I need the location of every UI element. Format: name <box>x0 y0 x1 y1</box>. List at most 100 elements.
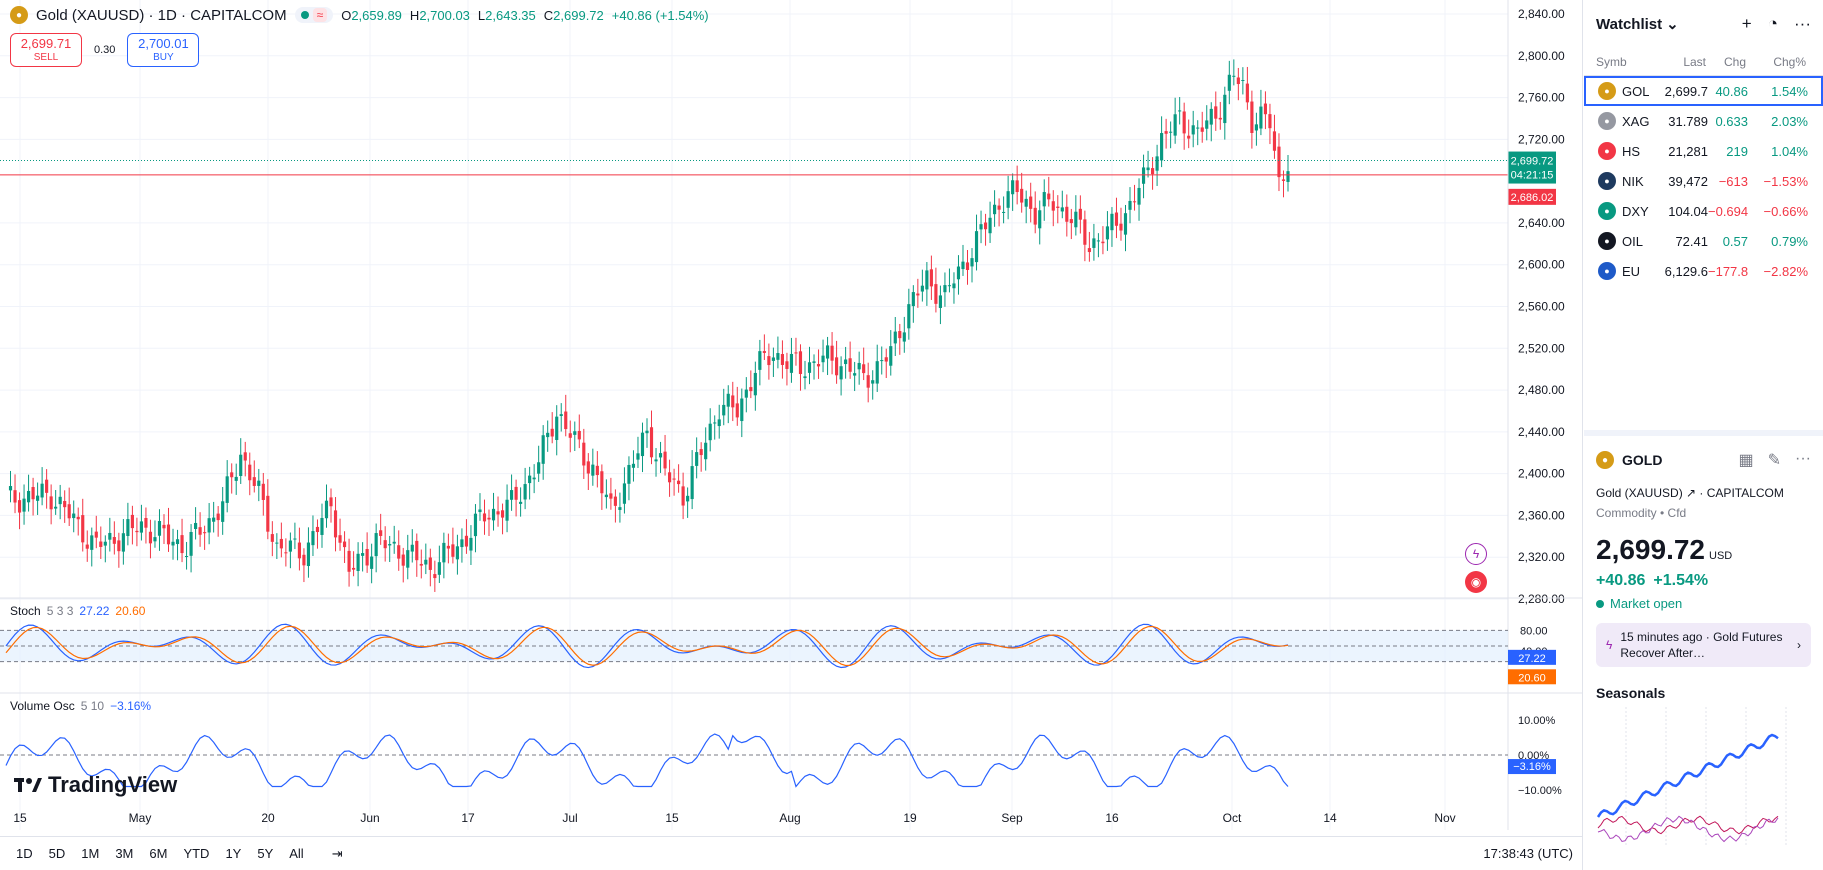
candle-body <box>983 222 988 230</box>
vol-tick-label: 10.00% <box>1518 715 1556 727</box>
candle-body <box>1096 240 1100 242</box>
candle-body <box>722 404 726 416</box>
candle-body <box>848 358 852 372</box>
chart-area[interactable]: 2,840.00 2,800.00 2,760.00 2,720.00 2,640.00… <box>0 0 1583 870</box>
range-3m[interactable]: 3M <box>115 846 134 861</box>
candle-body <box>1178 110 1182 112</box>
range-5y[interactable]: 5Y <box>257 846 274 861</box>
stoch-legend[interactable]: Stoch 5 3 3 27.22 20.60 <box>10 604 146 618</box>
x-tick-label: 15 <box>13 811 27 825</box>
x-tick-label: Jun <box>360 811 379 825</box>
watchlist-row[interactable]: ● HS 21,281 219 1.04% <box>1584 136 1823 166</box>
advanced-view-icon[interactable]: ◔ <box>1767 14 1779 33</box>
date-range-icon[interactable]: ⇥ <box>331 845 343 861</box>
market-status: Market open <box>1596 596 1811 611</box>
candle-body <box>862 364 866 374</box>
symbol-title[interactable]: Gold (XAUUSD) · 1D · CAPITALCOM <box>36 6 287 24</box>
candle-body <box>1056 206 1060 208</box>
seasonals-chart[interactable] <box>1596 707 1811 848</box>
range-5d[interactable]: 5D <box>48 846 66 861</box>
edit-icon[interactable]: ✎ <box>1767 452 1782 469</box>
candle-body <box>1038 210 1042 229</box>
row-symbol: OIL <box>1622 233 1643 249</box>
chevron-right-icon: › <box>1797 638 1801 653</box>
range-1m[interactable]: 1M <box>81 846 100 861</box>
candle-body <box>744 389 748 398</box>
range-ytd[interactable]: YTD <box>183 846 210 861</box>
candle-body <box>573 431 577 435</box>
more-icon[interactable]: ··· <box>1794 14 1811 33</box>
candle-body <box>302 554 306 566</box>
stoch-d-label-box <box>1508 669 1556 685</box>
candle-body <box>1069 219 1073 224</box>
candle-body <box>424 559 428 565</box>
candle-body <box>410 544 414 552</box>
candle-body <box>216 513 220 521</box>
tradingview-logo[interactable]: TradingView <box>14 772 177 798</box>
candle-body <box>157 521 162 536</box>
row-last: 72.41 <box>1675 233 1708 249</box>
y-tick-label: 2,480.00 <box>1518 383 1565 397</box>
hsi-icon: ● <box>1598 142 1616 160</box>
buy-button[interactable]: 2,700.01 BUY <box>127 33 200 67</box>
x-tick-label: 16 <box>1105 811 1119 825</box>
x-tick-label: 15 <box>665 811 679 825</box>
y-tick-label: 2,280.00 <box>1518 592 1565 606</box>
chart-canvas[interactable]: 2,840.00 2,800.00 2,760.00 2,720.00 2,640.00… <box>0 0 1583 836</box>
sell-button[interactable]: 2,699.71 SELL <box>10 33 82 67</box>
external-link-icon[interactable]: ↗ <box>1686 486 1697 500</box>
candle-body <box>771 357 775 361</box>
news-headline[interactable]: ϟ 15 minutes ago · Gold Futures Recover … <box>1596 623 1811 668</box>
detail-symbol[interactable]: GOLD <box>1622 452 1663 468</box>
watchlist-row[interactable]: ● GOL 2,699.7 40.86 1.54% <box>1584 76 1823 106</box>
stoch-d-label: 20.60 <box>1518 672 1546 684</box>
candle-body <box>279 538 283 549</box>
y-tick-label: 2,360.00 <box>1518 508 1565 522</box>
y-tick-label: 2,800.00 <box>1518 49 1565 63</box>
watchlist-row[interactable]: ● XAG 31.789 0.633 2.03% <box>1584 106 1823 136</box>
candle-body <box>1101 241 1105 244</box>
volume-osc-legend[interactable]: Volume Osc 5 10 −3.16% <box>10 699 152 713</box>
row-last: 6,129.6 <box>1664 263 1708 279</box>
candle-body <box>893 331 897 344</box>
candle-body <box>90 535 94 550</box>
candle-body <box>496 511 500 515</box>
range-6m[interactable]: 6M <box>149 846 168 861</box>
market-status-pill[interactable]: ≈ <box>294 7 334 23</box>
watchlist-row[interactable]: ● NIK 39,472 −613 −1.53% <box>1584 166 1823 196</box>
price-label-box <box>1508 151 1556 184</box>
watchlist-row[interactable]: ● EU 6,129.6 −177.8 −2.82% <box>1584 256 1823 286</box>
watchlist-row[interactable]: ● OIL 72.41 0.57 0.79% <box>1584 226 1823 256</box>
candle-body <box>568 433 572 438</box>
line-price-label: 2,686.02 <box>1511 192 1554 204</box>
row-symbol: DXY <box>1622 203 1649 219</box>
add-symbol-icon[interactable]: + <box>1741 14 1752 33</box>
y-tick-label: 2,400.00 <box>1518 467 1565 481</box>
seasonals-title[interactable]: Seasonals <box>1596 685 1666 702</box>
range-1y[interactable]: 1Y <box>225 846 242 861</box>
candle-body <box>713 422 717 424</box>
range-1d[interactable]: 1D <box>16 846 33 861</box>
candle-body <box>965 262 970 270</box>
more-icon[interactable]: ··· <box>1795 450 1811 467</box>
candle-body <box>473 513 478 537</box>
lightning-icon[interactable]: ϟ <box>1465 543 1487 565</box>
candle-body <box>789 353 794 373</box>
watchlist-title[interactable]: Watchlist ⌄ <box>1596 15 1679 34</box>
candle-body <box>446 545 450 549</box>
candle-body <box>352 567 356 570</box>
grid-icon[interactable]: ▦ <box>1738 452 1754 469</box>
detail-fullname[interactable]: Gold (XAUUSD) ↗ · CAPITALCOM <box>1596 486 1784 500</box>
us-flag-icon[interactable]: ◉ <box>1465 571 1487 593</box>
candle-body <box>1114 212 1119 226</box>
watchlist-row[interactable]: ● DXY 104.04 −0.694 −0.66% <box>1584 196 1823 226</box>
range-all[interactable]: All <box>289 846 304 861</box>
utc-clock[interactable]: 17:38:43 (UTC) <box>1483 846 1573 861</box>
candle-body <box>1227 74 1231 91</box>
candle-body <box>704 442 708 460</box>
lightning-icon: ϟ <box>1606 638 1613 653</box>
candle-body <box>640 432 645 457</box>
candle-body <box>952 283 956 289</box>
candle-body <box>306 542 311 567</box>
candle-body <box>356 553 360 571</box>
